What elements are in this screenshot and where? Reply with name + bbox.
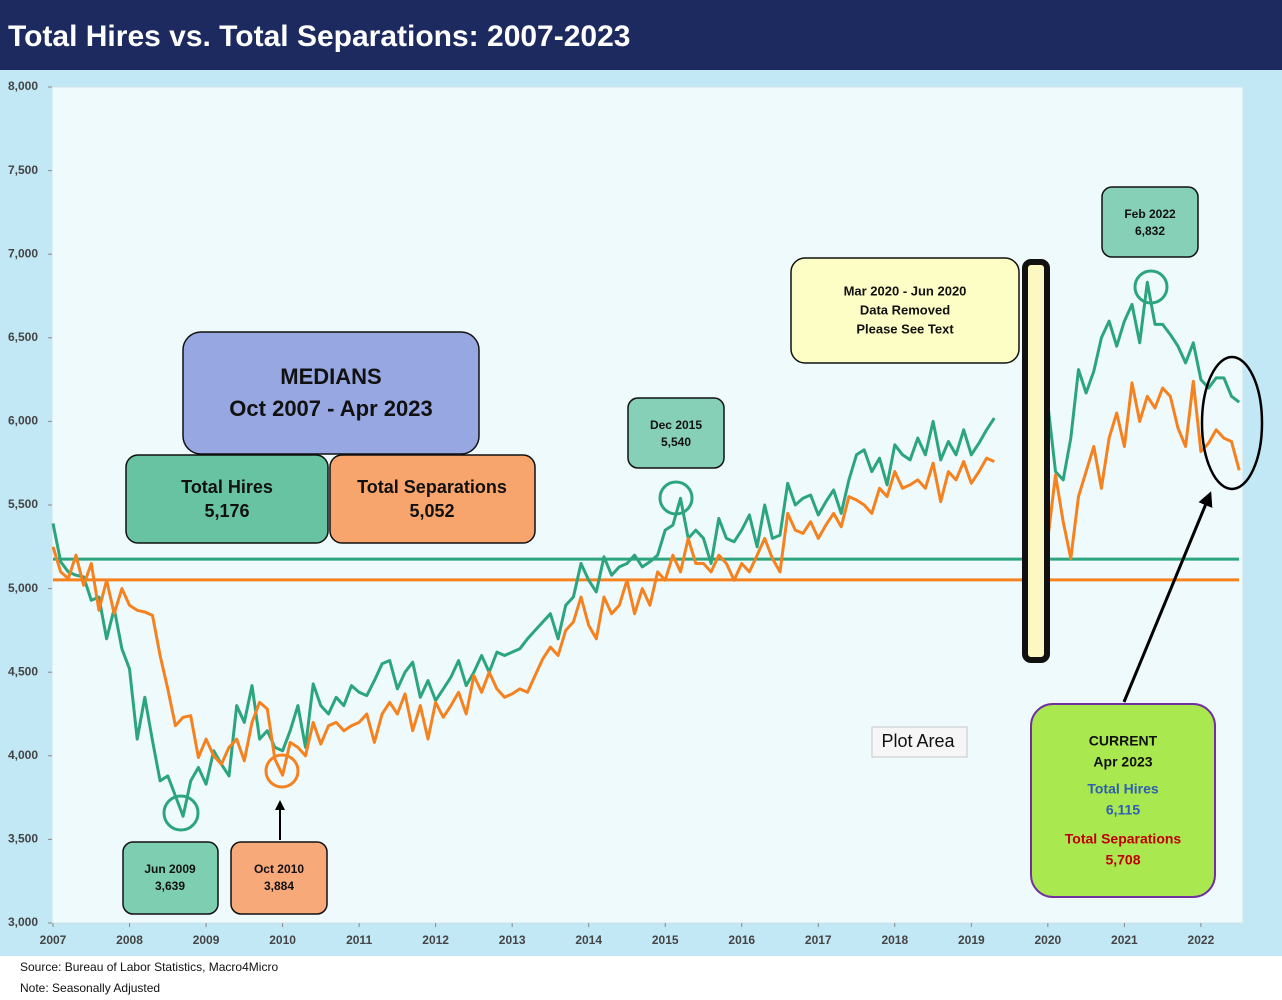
highlight-circle: [658, 480, 694, 516]
header-bar: [0, 0, 1282, 70]
y-tick-label: 4,500: [8, 664, 38, 678]
note: Note: Seasonally Adjusted: [20, 981, 160, 995]
y-tick-label: 6,000: [8, 414, 38, 428]
x-tick-label: 2016: [728, 933, 755, 947]
x-tick-label: 2018: [881, 933, 908, 947]
x-tick-label: 2015: [652, 933, 679, 947]
callout-label: Oct 2010: [254, 862, 304, 876]
x-tick-label: 2022: [1188, 933, 1215, 947]
callout-value: 6,832: [1135, 224, 1165, 238]
callout-value: 5,540: [661, 435, 691, 449]
callout-box: [230, 841, 328, 915]
series-line: [51, 379, 1241, 777]
source: Source: Bureau of Labor Statistics, Macr…: [20, 960, 278, 974]
current-hires-name: Total Hires: [1087, 781, 1159, 797]
x-tick-label: 2021: [1111, 933, 1138, 947]
callout-label: Feb 2022: [1124, 207, 1176, 221]
median-separations-value: 5,052: [409, 501, 454, 521]
callout-box: [627, 397, 725, 469]
callout-label: Dec 2015: [650, 418, 702, 432]
current-title: CURRENT: [1089, 733, 1158, 749]
x-tick-label: 2020: [1035, 933, 1062, 947]
highlight-circle: [162, 794, 200, 832]
medians-title: MEDIANS: [280, 364, 381, 389]
current-separations-name: Total Separations: [1065, 831, 1182, 847]
x-tick-label: 2008: [116, 933, 143, 947]
y-tick-label: 6,500: [8, 330, 38, 344]
median-hires-value: 5,176: [204, 501, 249, 521]
x-tick-label: 2019: [958, 933, 985, 947]
median-separations-name: Total Separations: [357, 477, 507, 497]
y-tick-label: 3,500: [8, 832, 38, 846]
current-hires-value: 6,115: [1106, 802, 1140, 818]
median-separations-box: [329, 454, 536, 544]
gap-bar: [1022, 259, 1050, 663]
medians-period: Oct 2007 - Apr 2023: [229, 396, 432, 421]
y-tick-label: 4,000: [8, 748, 38, 762]
gap-note-line: Please See Text: [856, 321, 954, 336]
y-tick-label: 5,500: [8, 497, 38, 511]
y-tick-label: 7,000: [8, 246, 38, 260]
x-tick-label: 2007: [40, 933, 67, 947]
callout-value: 3,884: [264, 879, 294, 893]
current-separations-value: 5,708: [1105, 852, 1140, 868]
median-hires-name: Total Hires: [181, 477, 273, 497]
current-box: [1030, 703, 1216, 898]
y-tick-label: 3,000: [8, 915, 38, 929]
current-date: Apr 2023: [1093, 754, 1152, 770]
highlight-circle: [264, 753, 300, 789]
gap-note-box: [790, 257, 1020, 364]
plot-layer: 3,000 3,500 4,000 4,500 5,000 5,500 6,000 6,500…: [8, 79, 1241, 947]
gap-note-line: Data Removed: [860, 302, 950, 317]
chart-title: Total Hires vs. Total Separations: 2007-…: [8, 20, 630, 53]
highlight-circle: [1133, 269, 1169, 305]
annotations: Mar 2020 - Jun 2020 Data Removed Please …: [122, 186, 1264, 915]
y-tick-label: 5,000: [8, 581, 38, 595]
x-tick-label: 2012: [422, 933, 449, 947]
x-tick-label: 2009: [193, 933, 220, 947]
y-tick-label: 7,500: [8, 163, 38, 177]
medians-box: [182, 331, 480, 455]
x-tick-label: 2013: [499, 933, 526, 947]
callout-value: 3,639: [155, 879, 185, 893]
x-tick-label: 2014: [575, 933, 602, 947]
y-tick-label: 8,000: [8, 79, 38, 93]
callout-box: [1101, 186, 1199, 258]
footer: [0, 956, 1282, 1000]
arrow: [1122, 491, 1213, 703]
gap-note-line: Mar 2020 - Jun 2020: [844, 283, 967, 298]
x-tick-label: 2011: [346, 933, 372, 947]
callout-box: [122, 841, 219, 915]
median-hires-box: [125, 454, 329, 544]
tooltip-text: Plot Area: [881, 731, 955, 751]
highlight-ellipse: [1200, 355, 1264, 491]
x-tick-label: 2017: [805, 933, 832, 947]
tooltip: [871, 726, 968, 758]
x-tick-label: 2010: [269, 933, 296, 947]
callout-label: Jun 2009: [144, 862, 196, 876]
